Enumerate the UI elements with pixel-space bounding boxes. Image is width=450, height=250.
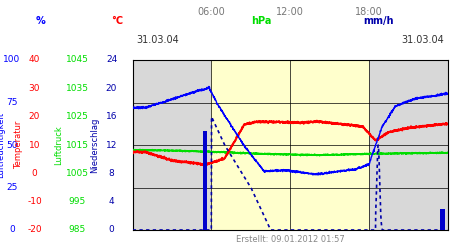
Text: 1035: 1035 <box>66 84 89 93</box>
Text: mm/h: mm/h <box>363 16 393 26</box>
Text: 0: 0 <box>32 169 37 178</box>
Text: 1025: 1025 <box>66 112 89 121</box>
Text: 25: 25 <box>6 183 18 192</box>
Text: 1015: 1015 <box>66 140 89 149</box>
Text: %: % <box>36 16 45 26</box>
Text: 75: 75 <box>6 98 18 107</box>
Text: 100: 100 <box>3 56 21 64</box>
Text: 18:00: 18:00 <box>355 7 383 17</box>
Text: Erstellt: 09.01.2012 01:57: Erstellt: 09.01.2012 01:57 <box>236 236 345 244</box>
Text: 06:00: 06:00 <box>198 7 225 17</box>
Text: -20: -20 <box>27 226 42 234</box>
Text: 1005: 1005 <box>66 169 89 178</box>
Text: 0: 0 <box>9 226 15 234</box>
Text: 40: 40 <box>29 56 40 64</box>
Text: 50: 50 <box>6 140 18 149</box>
Bar <box>133 60 212 230</box>
Text: 31.03.04: 31.03.04 <box>401 35 444 45</box>
Text: 16: 16 <box>106 112 117 121</box>
Text: 24: 24 <box>106 56 117 64</box>
Text: Niederschlag: Niederschlag <box>90 117 99 173</box>
Text: 985: 985 <box>68 226 86 234</box>
Bar <box>202 131 207 230</box>
Text: 20: 20 <box>29 112 40 121</box>
Text: Luftfeuchtigkeit: Luftfeuchtigkeit <box>0 112 5 178</box>
Text: 12: 12 <box>106 140 117 149</box>
Text: 8: 8 <box>108 169 114 178</box>
Text: 4: 4 <box>109 197 114 206</box>
Text: 20: 20 <box>106 84 117 93</box>
Text: 995: 995 <box>68 197 86 206</box>
Text: 31.03.04: 31.03.04 <box>137 35 180 45</box>
Text: 10: 10 <box>29 140 40 149</box>
Text: °C: °C <box>111 16 123 26</box>
Bar <box>440 209 445 230</box>
Bar <box>212 60 369 230</box>
Text: Temperatur: Temperatur <box>14 121 23 169</box>
Text: 12:00: 12:00 <box>276 7 304 17</box>
Text: hPa: hPa <box>251 16 271 26</box>
Text: 0: 0 <box>108 226 114 234</box>
Text: -10: -10 <box>27 197 42 206</box>
Bar <box>369 60 448 230</box>
Text: 30: 30 <box>29 84 40 93</box>
Text: 1045: 1045 <box>66 56 89 64</box>
Text: Luftdruck: Luftdruck <box>54 125 63 165</box>
